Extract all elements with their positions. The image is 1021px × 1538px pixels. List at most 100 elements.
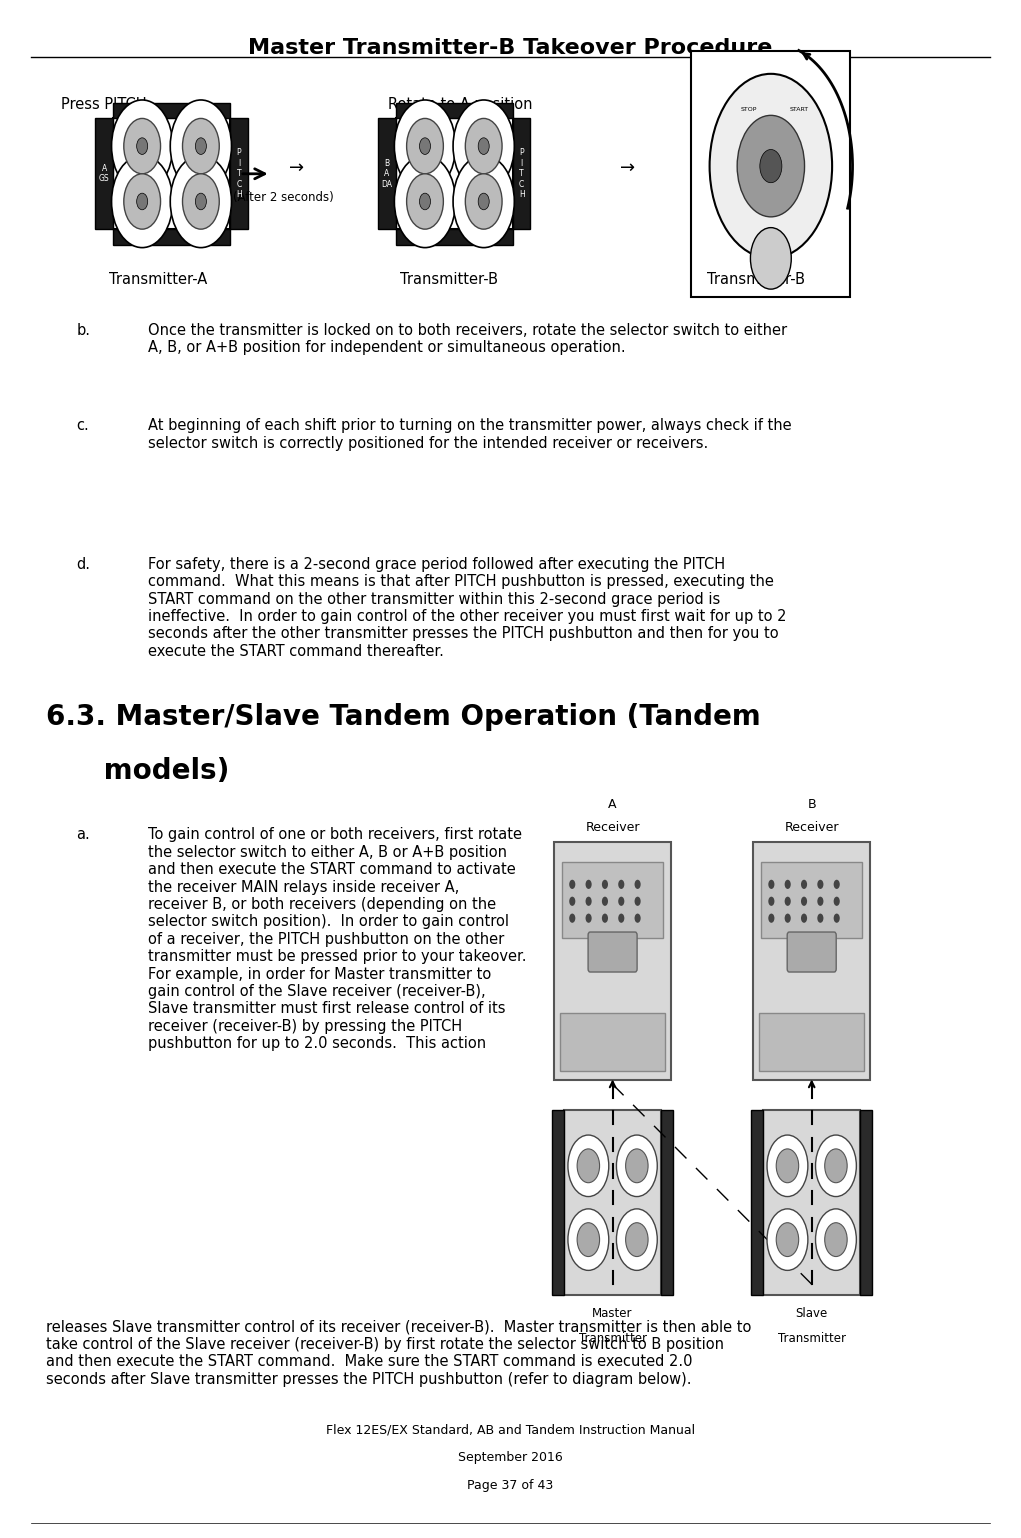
Text: P
I
T
C
H: P I T C H [519, 149, 525, 198]
Circle shape [124, 118, 160, 174]
Circle shape [111, 155, 173, 248]
FancyBboxPatch shape [112, 103, 231, 118]
Circle shape [800, 880, 807, 889]
FancyBboxPatch shape [860, 1110, 872, 1295]
Circle shape [478, 194, 489, 209]
Text: Slave: Slave [795, 1307, 828, 1320]
Text: A
GS: A GS [99, 165, 109, 183]
Circle shape [825, 1223, 847, 1257]
Text: START: START [790, 106, 809, 112]
Text: B: B [808, 798, 816, 812]
Circle shape [183, 118, 220, 174]
Text: At beginning of each shift prior to turning on the transmitter power, always che: At beginning of each shift prior to turn… [148, 418, 791, 451]
FancyBboxPatch shape [787, 932, 836, 972]
Text: Page 37 of 43: Page 37 of 43 [468, 1480, 553, 1492]
Circle shape [619, 880, 625, 889]
Circle shape [776, 1223, 798, 1257]
Circle shape [626, 1223, 648, 1257]
Text: c.: c. [77, 418, 89, 434]
Circle shape [453, 100, 515, 192]
FancyBboxPatch shape [230, 118, 247, 229]
FancyBboxPatch shape [662, 1110, 673, 1295]
FancyBboxPatch shape [564, 1110, 662, 1295]
FancyBboxPatch shape [762, 861, 862, 938]
Text: Transmitter: Transmitter [579, 1332, 646, 1344]
FancyBboxPatch shape [395, 103, 514, 118]
Circle shape [394, 155, 455, 248]
Text: Receiver: Receiver [784, 821, 839, 834]
Text: releases Slave transmitter control of its receiver (receiver-B).  Master transmi: releases Slave transmitter control of it… [46, 1320, 751, 1387]
Circle shape [570, 914, 576, 923]
Text: To gain control of one or both receivers, first rotate
the selector switch to ei: To gain control of one or both receivers… [148, 827, 527, 1052]
Circle shape [768, 914, 774, 923]
Circle shape [776, 1149, 798, 1183]
Text: Once the transmitter is locked on to both receivers, rotate the selector switch : Once the transmitter is locked on to bot… [148, 323, 787, 355]
Circle shape [784, 914, 790, 923]
Circle shape [833, 880, 839, 889]
Text: models): models) [46, 757, 230, 784]
Circle shape [394, 100, 455, 192]
Circle shape [466, 118, 502, 174]
Text: September 2016: September 2016 [458, 1452, 563, 1464]
Circle shape [420, 194, 431, 209]
Circle shape [466, 174, 502, 229]
Circle shape [768, 897, 774, 906]
Text: Transmitter-A: Transmitter-A [109, 272, 207, 288]
Text: B
A
DA: B A DA [382, 158, 392, 189]
Text: →: → [289, 158, 303, 177]
Circle shape [195, 194, 206, 209]
Circle shape [800, 897, 807, 906]
Circle shape [635, 880, 641, 889]
Text: Master: Master [592, 1307, 633, 1320]
Circle shape [171, 100, 232, 192]
Circle shape [737, 115, 805, 217]
Circle shape [768, 880, 774, 889]
Circle shape [833, 914, 839, 923]
Circle shape [635, 897, 641, 906]
Text: (After 2 seconds): (After 2 seconds) [234, 191, 334, 203]
Text: Press PITCH: Press PITCH [61, 97, 147, 112]
Circle shape [183, 174, 220, 229]
Circle shape [767, 1209, 808, 1270]
Circle shape [601, 880, 609, 889]
Circle shape [617, 1209, 658, 1270]
FancyBboxPatch shape [514, 118, 531, 229]
Circle shape [817, 914, 823, 923]
FancyBboxPatch shape [562, 861, 663, 938]
FancyBboxPatch shape [691, 51, 850, 297]
Circle shape [817, 897, 823, 906]
Circle shape [816, 1135, 857, 1197]
Circle shape [784, 880, 790, 889]
FancyBboxPatch shape [751, 1110, 763, 1295]
Circle shape [635, 914, 641, 923]
Text: Flex 12ES/EX Standard, AB and Tandem Instruction Manual: Flex 12ES/EX Standard, AB and Tandem Ins… [326, 1424, 695, 1436]
Circle shape [619, 897, 625, 906]
Circle shape [570, 880, 576, 889]
Text: P
I
T
C
H: P I T C H [236, 149, 242, 198]
Circle shape [833, 897, 839, 906]
Text: Transmitter-B: Transmitter-B [707, 272, 805, 288]
Circle shape [171, 155, 232, 248]
Text: Rotate to A position: Rotate to A position [388, 97, 533, 112]
Circle shape [617, 1135, 658, 1197]
Circle shape [137, 138, 148, 154]
Circle shape [619, 914, 625, 923]
Circle shape [825, 1149, 847, 1183]
Circle shape [124, 174, 160, 229]
Circle shape [760, 149, 782, 183]
Text: →: → [621, 158, 635, 177]
Circle shape [195, 138, 206, 154]
FancyBboxPatch shape [551, 1110, 564, 1295]
Text: Master Transmitter-B Takeover Procedure: Master Transmitter-B Takeover Procedure [248, 38, 773, 58]
FancyBboxPatch shape [395, 118, 514, 229]
Circle shape [420, 138, 431, 154]
Circle shape [710, 74, 832, 258]
Circle shape [586, 880, 592, 889]
FancyBboxPatch shape [112, 229, 231, 245]
Circle shape [601, 914, 609, 923]
Circle shape [586, 914, 592, 923]
Circle shape [570, 897, 576, 906]
Circle shape [577, 1223, 599, 1257]
FancyBboxPatch shape [753, 841, 870, 1080]
Circle shape [406, 118, 443, 174]
